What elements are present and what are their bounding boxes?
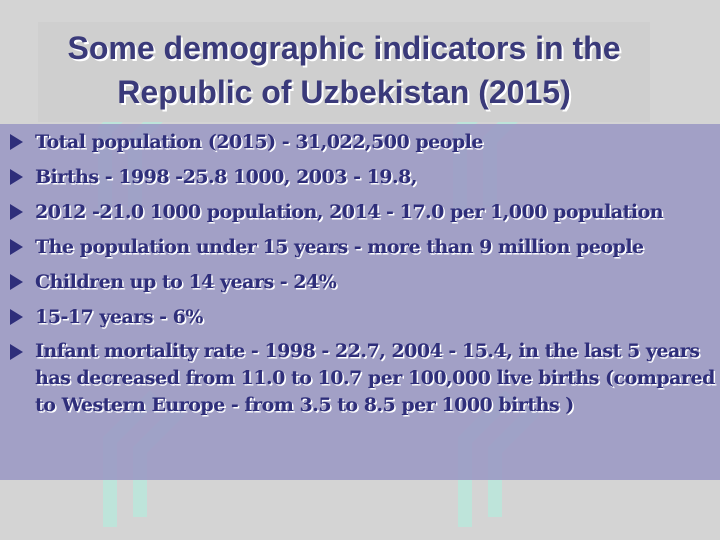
triangle-bullet-icon xyxy=(10,204,23,220)
triangle-bullet-icon xyxy=(10,274,23,290)
triangle-bullet-icon xyxy=(10,239,23,255)
triangle-bullet-icon xyxy=(10,309,23,325)
triangle-bullet-icon xyxy=(10,169,23,185)
list-item: Infant mortality rate - 1998 - 22.7, 200… xyxy=(0,338,720,419)
list-item: 2012 -21.0 1000 population, 2014 - 17.0 … xyxy=(0,198,720,226)
bullet-text: Total population (2015) - 31,022,500 peo… xyxy=(35,131,483,153)
content-box: Total population (2015) - 31,022,500 peo… xyxy=(0,124,720,480)
bullet-text: 15-17 years - 6% xyxy=(35,306,203,328)
title-box: Some demographic indicators in the Repub… xyxy=(38,22,650,122)
bullet-text: The population under 15 years - more tha… xyxy=(35,236,644,258)
bullet-text: 2012 -21.0 1000 population, 2014 - 17.0 … xyxy=(35,201,664,223)
list-item: Children up to 14 years - 24% xyxy=(0,268,720,296)
bullet-list: Total population (2015) - 31,022,500 peo… xyxy=(0,128,720,426)
bullet-text: Children up to 14 years - 24% xyxy=(35,271,337,293)
bullet-text: Infant mortality rate - 1998 - 22.7, 200… xyxy=(35,340,715,416)
bullet-text: Births - 1998 -25.8 1000, 2003 - 19.8, xyxy=(35,166,417,188)
triangle-bullet-icon xyxy=(10,134,23,150)
list-item: 15-17 years - 6% xyxy=(0,303,720,331)
list-item: The population under 15 years - more tha… xyxy=(0,233,720,261)
list-item: Total population (2015) - 31,022,500 peo… xyxy=(0,128,720,156)
slide-title: Some demographic indicators in the Repub… xyxy=(67,30,621,110)
list-item: Births - 1998 -25.8 1000, 2003 - 19.8, xyxy=(0,163,720,191)
triangle-bullet-icon xyxy=(10,344,23,360)
